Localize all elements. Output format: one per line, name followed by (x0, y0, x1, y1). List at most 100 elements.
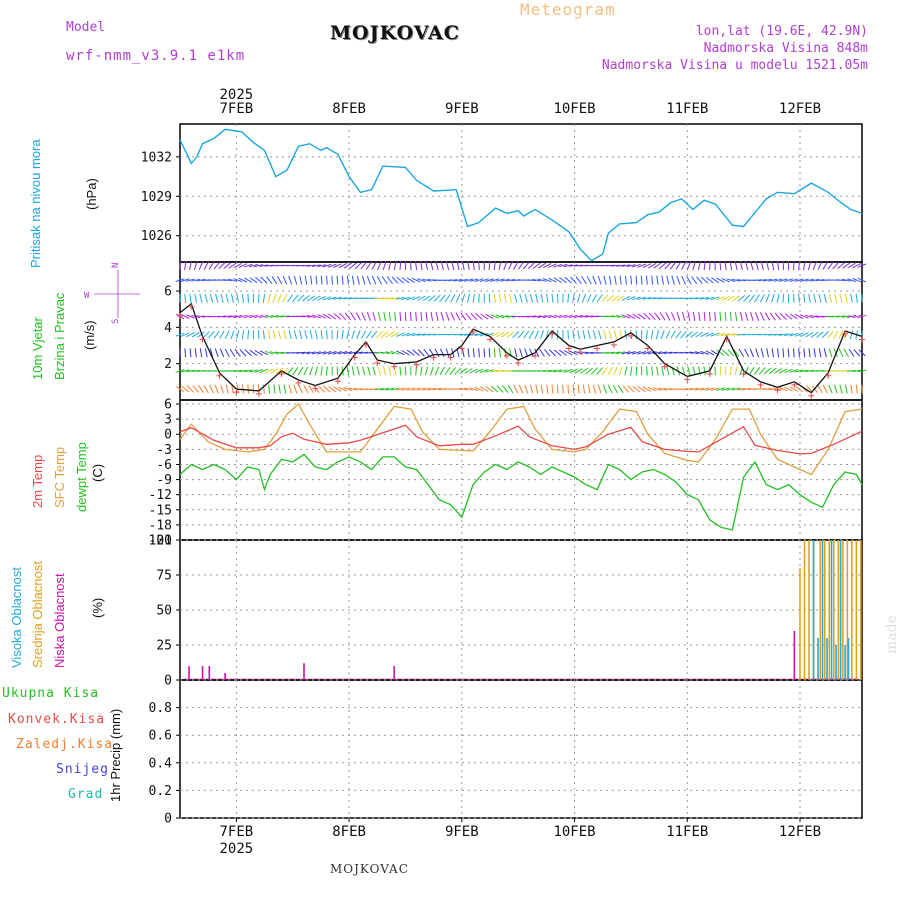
wind-arrow-946 (798, 348, 800, 358)
wind-arrow-884 (755, 312, 760, 321)
elevation-label: Nadmorska Visina 848m (703, 41, 868, 56)
wind-arrow-254 (341, 275, 344, 285)
wind-arrow-853 (732, 295, 740, 302)
wind-arrow-808 (705, 387, 715, 391)
wind-arrow-457 (474, 368, 484, 374)
wind-arrow-366 (411, 277, 421, 283)
wind-gust-marker-39 (825, 372, 832, 379)
wind-arrow-409 (444, 367, 451, 375)
wind-arrow-251 (341, 330, 344, 340)
wind-arrow-566 (542, 278, 552, 283)
wind-gust-marker-16 (447, 354, 454, 361)
wind-arrow-12 (180, 314, 190, 319)
wind-arrow-437 (461, 293, 466, 303)
wind-arrow-804 (703, 311, 706, 322)
wind-arrow-747 (665, 330, 671, 339)
wind-arrow-382 (422, 278, 432, 282)
wind-arrow-920 (778, 387, 788, 392)
wind-arrow-696 (632, 385, 641, 393)
wind-arrow-829 (716, 296, 725, 301)
wind-arrow-628 (584, 315, 594, 318)
wind-gust-marker-10 (351, 354, 358, 361)
wind-arrow-136 (268, 384, 271, 394)
wind-gust-marker-6 (278, 370, 285, 377)
wind-arrow-987 (821, 331, 829, 339)
wind-gust-marker-2 (199, 336, 206, 343)
wind-arrow-248 (338, 386, 347, 392)
wind-arrow-262 (346, 275, 349, 285)
wind-arrow-1004 (831, 315, 841, 318)
wind-arrow-849 (734, 366, 738, 376)
wind-gust-marker-1 (188, 303, 195, 310)
wind-arrow-776 (684, 388, 694, 391)
wind-arrow-866 (744, 348, 750, 358)
wind-arrow-735 (653, 262, 662, 269)
wind-arrow-201 (309, 366, 314, 376)
wind-arrow-344 (401, 387, 411, 391)
wind-arrow-388 (430, 311, 434, 321)
wind-arrow-666 (610, 351, 620, 355)
wind-arrow-664 (612, 384, 619, 394)
wind-arrow-349 (401, 296, 411, 301)
wind-arrow-515 (512, 331, 520, 339)
wind-arrow-955 (800, 332, 809, 338)
wind-arrow-709 (637, 296, 647, 300)
wind-arrow-686 (625, 275, 627, 285)
wind-arrow-69 (220, 293, 224, 303)
wind-arrow-1022 (841, 278, 851, 282)
wind-arrow-842 (727, 349, 735, 357)
wind-arrow-286 (361, 275, 366, 285)
wind-arrow-611 (577, 330, 580, 340)
wind-arrow-365 (411, 296, 421, 301)
date-label-top-4: 11FEB (666, 101, 708, 117)
wind-arrow-608 (577, 384, 580, 394)
wind-arrow-125 (257, 293, 260, 303)
wind-arrow-470 (479, 278, 489, 282)
wind-arrow-656 (607, 384, 613, 394)
wind-arrow-480 (491, 385, 499, 393)
ytick-label-temp-6: -12 (149, 488, 172, 503)
wind-arrow-542 (526, 279, 537, 282)
wind-arrow-455 (472, 261, 475, 271)
panel-frame-pressure (179, 123, 863, 263)
wind-arrow-1028 (846, 314, 857, 318)
wind-arrow-864 (742, 387, 752, 391)
wind-arrow-43 (202, 331, 210, 339)
wind-arrow-683 (624, 330, 628, 340)
wind-arrow-667 (613, 330, 617, 340)
wind-arrow-133 (262, 293, 266, 303)
wind-arrow-911 (771, 261, 775, 271)
wind-arrow-821 (710, 296, 720, 301)
wind-arrow-500 (500, 314, 510, 318)
wind-arrow-972 (810, 315, 820, 318)
wind-arrow-885 (754, 294, 760, 303)
wind-arrow-375 (420, 261, 423, 271)
wind-arrow-431 (456, 261, 460, 271)
wind-arrow-550 (532, 278, 542, 282)
wind-arrow-980 (815, 315, 825, 318)
wind-arrow-653 (601, 294, 609, 303)
wind-arrow-46 (201, 279, 211, 282)
wind-arrow-260 (344, 312, 352, 321)
wind-arrow-625 (585, 367, 594, 375)
wind-arrow-316 (383, 311, 386, 321)
wind-arrow-152 (278, 384, 281, 394)
wind-arrow-207 (306, 264, 316, 267)
wind-arrow-695 (626, 264, 636, 268)
wind-arrow-420 (450, 312, 456, 321)
wind-arrow-345 (404, 366, 407, 376)
wind-arrow-112 (252, 384, 255, 394)
wind-arrow-633 (590, 367, 598, 375)
wind-arrow-454 (469, 278, 479, 282)
wind-arrow-552 (540, 384, 544, 394)
wind-arrow-984 (822, 384, 828, 394)
wind-arrow-577 (553, 369, 563, 373)
wind-arrow-100 (238, 314, 248, 319)
wind-arrow-247 (333, 263, 342, 268)
wind-arrow-508 (506, 315, 516, 318)
wind-arrow-961 (805, 369, 815, 373)
wind-arrow-240 (333, 386, 342, 392)
wind-arrow-836 (724, 311, 727, 322)
wind-arrow-671 (610, 264, 620, 267)
wind-arrow-659 (608, 330, 612, 340)
